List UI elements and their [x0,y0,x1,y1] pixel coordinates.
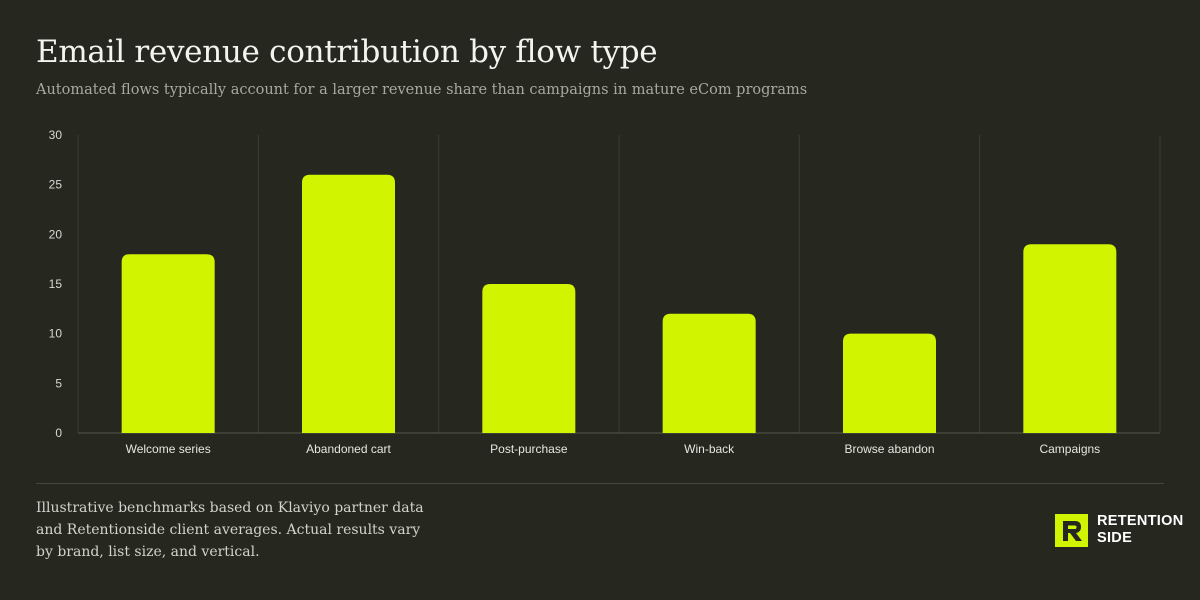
x-tick-label: Abandoned cart [306,442,391,456]
bar [302,174,395,433]
y-tick-label: 5 [55,376,62,390]
logo-wordmark: RETENTION SIDE [1097,513,1183,547]
bar [482,284,576,433]
y-tick-label: 15 [49,277,63,291]
y-tick-label: 25 [49,178,63,192]
bar-chart: 0 5 10 15 20 25 30 Welcome series Abandoned cart… [49,128,1161,456]
logo-line-1: RETENTION [1097,513,1184,529]
bar [121,254,215,433]
x-tick-label: Win-back [684,442,735,456]
x-tick-label: Browse abandon [844,442,934,456]
bar [662,313,756,433]
retentionside-logo: RETENTION SIDE [1055,513,1183,547]
x-tick-label: Campaigns [1039,442,1100,456]
footnote: Illustrative benchmarks based on Klaviyo… [36,500,424,560]
y-tick-label: 20 [49,227,63,241]
bar [843,333,936,433]
footer-divider [36,483,1164,484]
y-tick-label: 10 [49,327,63,341]
chart-subtitle: Automated flows typically account for a … [36,82,808,98]
logo-line-2: SIDE [1097,530,1133,546]
y-tick-label: 30 [49,128,63,142]
bar [1023,244,1117,433]
chart-title: Email revenue contribution by flow type [36,34,658,70]
x-tick-label: Welcome series [126,442,211,456]
retentionside-logo-mark [1055,513,1088,547]
y-tick-label: 0 [55,426,62,440]
x-tick-label: Post-purchase [490,442,568,456]
